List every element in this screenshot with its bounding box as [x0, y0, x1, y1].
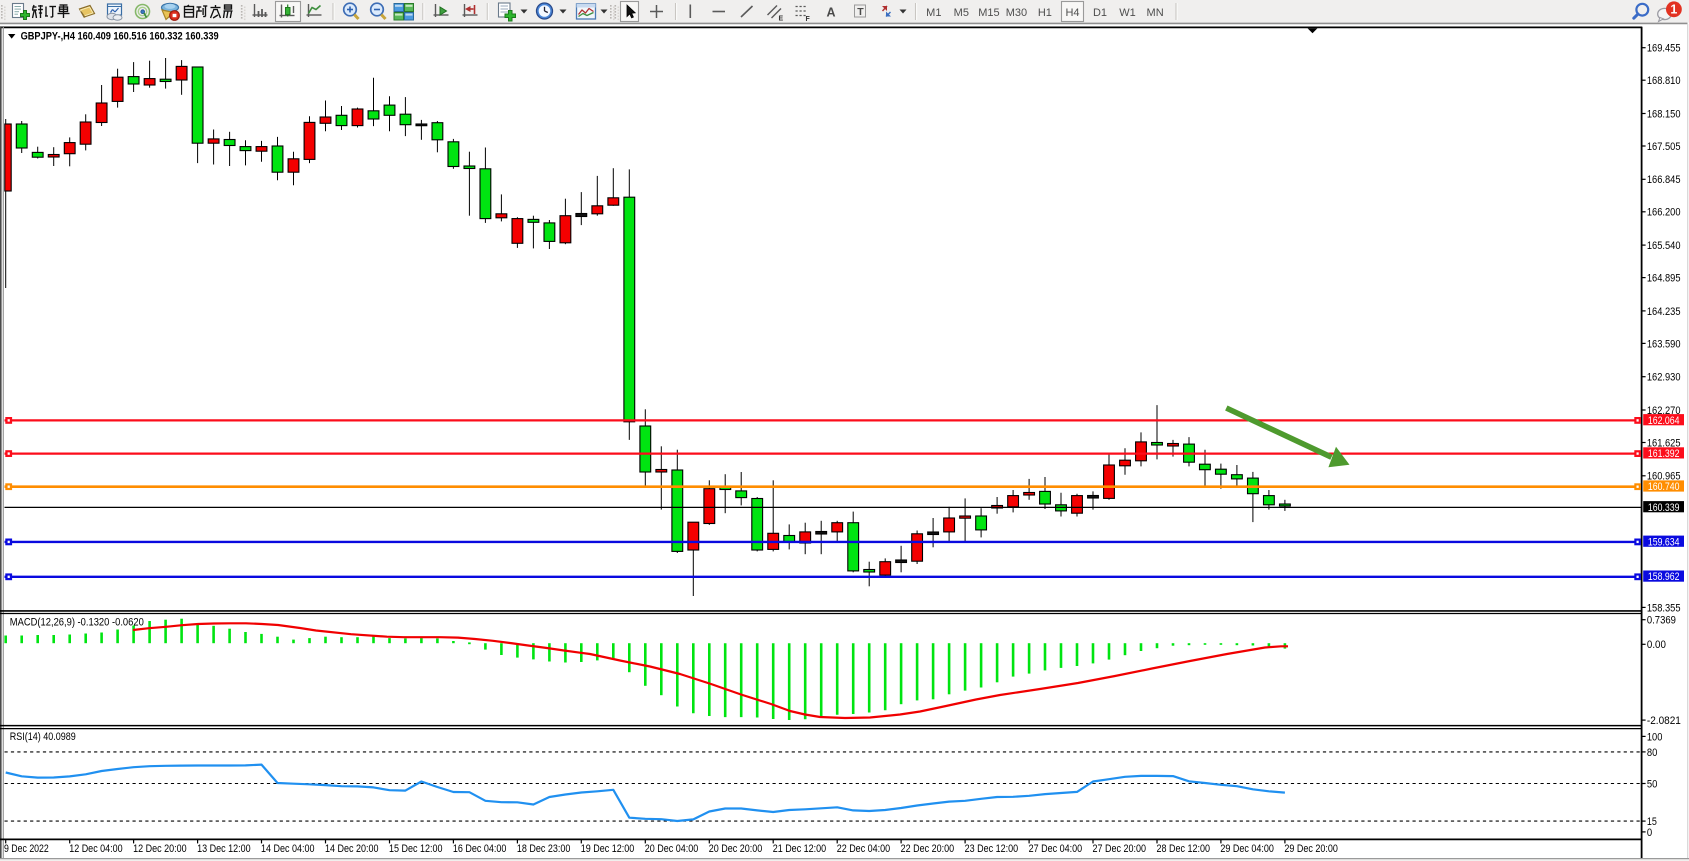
svg-text:18 Dec 23:00: 18 Dec 23:00 — [517, 843, 571, 855]
svg-text:166.845: 166.845 — [1647, 174, 1681, 186]
svg-text:M30: M30 — [1006, 7, 1027, 19]
svg-text:22 Dec 20:00: 22 Dec 20:00 — [901, 843, 955, 855]
svg-text:16 Dec 04:00: 16 Dec 04:00 — [453, 843, 507, 855]
svg-text:164.895: 164.895 — [1647, 273, 1681, 285]
svg-text:166.200: 166.200 — [1647, 207, 1681, 219]
svg-text:13 Dec 12:00: 13 Dec 12:00 — [197, 843, 251, 855]
svg-text:165.540: 165.540 — [1647, 240, 1681, 252]
svg-text:162.930: 162.930 — [1647, 372, 1681, 384]
svg-text:H1: H1 — [1038, 7, 1052, 19]
svg-text:50: 50 — [1647, 778, 1658, 790]
svg-text:100: 100 — [1647, 731, 1663, 743]
svg-text:161.625: 161.625 — [1647, 437, 1681, 449]
svg-text:27 Dec 04:00: 27 Dec 04:00 — [1029, 843, 1083, 855]
svg-text:GBPJPY-,H4 160.409 160.516 16: GBPJPY-,H4 160.409 160.516 160.332 160.3… — [21, 31, 219, 43]
svg-text:164.235: 164.235 — [1647, 306, 1681, 318]
svg-text:158.962: 158.962 — [1648, 571, 1680, 583]
svg-text:160.740: 160.740 — [1648, 481, 1680, 493]
svg-text:167.505: 167.505 — [1647, 141, 1681, 153]
svg-text:28 Dec 12:00: 28 Dec 12:00 — [1157, 843, 1211, 855]
svg-text:-2.0821: -2.0821 — [1647, 715, 1681, 727]
svg-text:14 Dec 04:00: 14 Dec 04:00 — [261, 843, 315, 855]
svg-text:27 Dec 20:00: 27 Dec 20:00 — [1093, 843, 1147, 855]
svg-text:0.7369: 0.7369 — [1647, 615, 1676, 627]
svg-text:MN: MN — [1147, 7, 1164, 19]
svg-text:RSI(14) 40.0989: RSI(14) 40.0989 — [10, 731, 76, 743]
svg-text:159.634: 159.634 — [1648, 536, 1680, 548]
svg-text:MACD(12,26,9) -0.1320 -0.0620: MACD(12,26,9) -0.1320 -0.0620 — [10, 616, 144, 628]
svg-text:T: T — [857, 6, 864, 18]
svg-text:22 Dec 04:00: 22 Dec 04:00 — [837, 843, 891, 855]
svg-text:M1: M1 — [926, 7, 941, 19]
svg-text:15: 15 — [1647, 816, 1657, 828]
svg-text:29 Dec 20:00: 29 Dec 20:00 — [1284, 843, 1338, 855]
svg-text:12 Dec 04:00: 12 Dec 04:00 — [69, 843, 123, 855]
svg-text:160.965: 160.965 — [1647, 471, 1681, 483]
svg-text:160.339: 160.339 — [1648, 502, 1680, 514]
svg-text:H4: H4 — [1065, 7, 1079, 19]
svg-text:29 Dec 04:00: 29 Dec 04:00 — [1220, 843, 1274, 855]
svg-text:158.355: 158.355 — [1647, 602, 1681, 614]
svg-text:A: A — [827, 6, 836, 20]
svg-text:D1: D1 — [1093, 7, 1107, 19]
svg-text:W1: W1 — [1119, 7, 1136, 19]
svg-text:M5: M5 — [954, 7, 969, 19]
svg-text:161.392: 161.392 — [1648, 448, 1680, 460]
svg-text:23 Dec 12:00: 23 Dec 12:00 — [965, 843, 1019, 855]
svg-text:14 Dec 20:00: 14 Dec 20:00 — [325, 843, 379, 855]
svg-text:F: F — [806, 16, 811, 23]
svg-text:M15: M15 — [978, 7, 999, 19]
svg-text:15 Dec 12:00: 15 Dec 12:00 — [389, 843, 443, 855]
svg-text:19 Dec 12:00: 19 Dec 12:00 — [581, 843, 635, 855]
svg-text:162.064: 162.064 — [1648, 415, 1680, 427]
svg-text:9 Dec 2022: 9 Dec 2022 — [4, 843, 49, 855]
svg-text:169.455: 169.455 — [1647, 43, 1681, 55]
svg-text:20 Dec 04:00: 20 Dec 04:00 — [645, 843, 699, 855]
svg-text:162.270: 162.270 — [1647, 405, 1681, 417]
svg-text:163.590: 163.590 — [1647, 338, 1681, 350]
svg-text:E: E — [779, 16, 784, 23]
svg-text:1: 1 — [1670, 3, 1677, 17]
svg-text:168.150: 168.150 — [1647, 108, 1681, 120]
svg-text:12 Dec 20:00: 12 Dec 20:00 — [133, 843, 187, 855]
svg-text:80: 80 — [1647, 747, 1658, 759]
svg-text:168.810: 168.810 — [1647, 75, 1681, 87]
svg-text:0.00: 0.00 — [1647, 639, 1666, 651]
svg-text:21 Dec 12:00: 21 Dec 12:00 — [773, 843, 827, 855]
svg-text:20 Dec 20:00: 20 Dec 20:00 — [709, 843, 763, 855]
svg-text:0: 0 — [1647, 827, 1652, 839]
